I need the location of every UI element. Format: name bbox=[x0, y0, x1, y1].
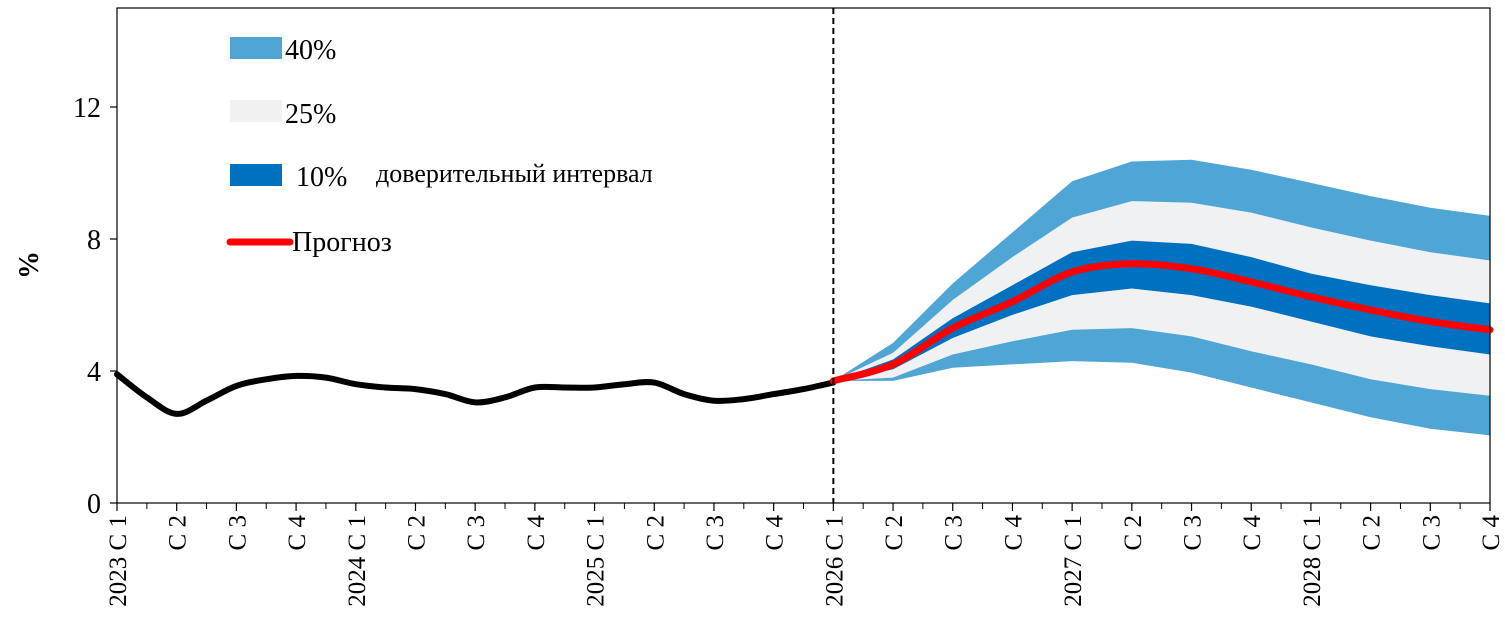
y-tick-label: 8 bbox=[87, 225, 101, 256]
band-25pct bbox=[833, 201, 1490, 396]
tick-labels: 0 4 8 12 2023 С 1 С 2 С 3 С 4 2024 С 1 С 2 С 3 С 4 2… bbox=[73, 93, 1505, 607]
x-tick-label: С 3 bbox=[702, 515, 729, 550]
x-tick-label: 2028 С 1 bbox=[1299, 515, 1326, 607]
legend: 40% 25% 10% доверительный интервал Прогн… bbox=[226, 35, 653, 258]
series-lines bbox=[114, 260, 1494, 417]
legend-swatch-25 bbox=[230, 100, 282, 122]
history-line bbox=[114, 371, 837, 417]
x-tick-label: С 2 bbox=[1120, 515, 1147, 550]
x-tick-label: С 3 bbox=[941, 515, 968, 550]
x-tick-label: С 2 bbox=[881, 515, 908, 550]
x-tick-label: 2023 С 1 bbox=[105, 515, 132, 607]
x-tick-label: С 4 bbox=[1000, 515, 1027, 551]
x-tick-label: С 2 bbox=[165, 515, 192, 550]
x-tick-label: 2025 С 1 bbox=[583, 515, 610, 607]
x-tick-label: С 3 bbox=[1418, 515, 1445, 550]
x-tick-label: С 2 bbox=[642, 515, 669, 550]
legend-label-25: 25% bbox=[285, 99, 336, 130]
x-tick-label: С 4 bbox=[1239, 515, 1266, 551]
x-tick-label: 2027 С 1 bbox=[1060, 515, 1087, 607]
y-tick-label: 12 bbox=[73, 93, 101, 124]
legend-swatch-10 bbox=[230, 164, 282, 186]
confidence-bands bbox=[833, 159, 1490, 436]
x-tick-label: 2026 С 1 bbox=[821, 515, 848, 607]
legend-note: доверительный интервал bbox=[376, 159, 653, 188]
x-tick-label: С 3 bbox=[1180, 515, 1207, 550]
x-tick-label: С 4 bbox=[762, 515, 789, 551]
x-tick-label: С 2 bbox=[1359, 515, 1386, 550]
legend-label-forecast: Прогноз bbox=[292, 227, 392, 258]
x-tick-label: С 3 bbox=[224, 515, 251, 550]
x-tick-label: С 4 bbox=[284, 515, 311, 551]
legend-swatch-40 bbox=[230, 37, 282, 59]
axes bbox=[110, 7, 1491, 511]
x-tick-label: С 3 bbox=[463, 515, 490, 550]
y-axis-label: % bbox=[14, 251, 45, 279]
legend-label-10: 10% bbox=[296, 162, 347, 193]
x-tick-label: С 2 bbox=[404, 515, 431, 550]
y-tick-label: 0 bbox=[87, 489, 101, 520]
y-tick-label: 4 bbox=[87, 357, 101, 388]
legend-label-40: 40% bbox=[285, 35, 336, 66]
x-tick-label: С 4 bbox=[523, 515, 550, 551]
x-tick-label: 2024 С 1 bbox=[344, 515, 371, 607]
x-tick-label: С 4 bbox=[1478, 515, 1505, 551]
forecast-line bbox=[829, 260, 1494, 385]
